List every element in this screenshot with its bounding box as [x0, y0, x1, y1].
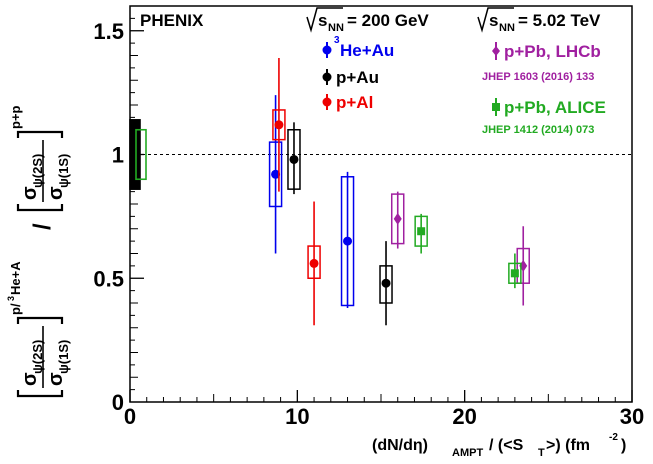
legend: 3 He+Au p+Au p+Al p+Pb, LHCb JHEP 1603 (…	[322, 35, 606, 136]
y-axis-label: σ ψ(2S) σ ψ(1S) p/ 3 He+A / σ ψ(2S) σ ψ(…	[6, 105, 71, 398]
ylabel-num-sub: ψ(2S)	[30, 340, 45, 374]
svg-text:): )	[621, 437, 626, 454]
plot-frame	[129, 5, 633, 403]
marker-circle	[343, 236, 353, 246]
ylabel-den-sigma: σ	[45, 372, 67, 386]
ylabel-divider: /	[29, 223, 56, 230]
marker-circle	[289, 154, 299, 164]
legend-he3au: 3 He+Au	[322, 35, 394, 60]
marker-diamond	[393, 212, 402, 225]
energy-lhc-label: s NN = 5.02 TeV	[477, 7, 601, 34]
data-point	[268, 95, 283, 254]
svg-text:3: 3	[334, 35, 340, 46]
x-tick-label: 0	[124, 404, 136, 429]
svg-text:p+Pb, LHCb: p+Pb, LHCb	[504, 42, 601, 61]
legend-lhcb: p+Pb, LHCb JHEP 1603 (2016) 133	[482, 42, 601, 83]
global-uncertainty-boxes	[129, 119, 147, 190]
svg-text:p+Pb, ALICE: p+Pb, ALICE	[504, 98, 606, 117]
svg-text:He+Au: He+Au	[340, 41, 394, 60]
svg-text:JHEP 1412 (2014) 073: JHEP 1412 (2014) 073	[482, 124, 594, 136]
svg-text:= 5.02 TeV: = 5.02 TeV	[518, 11, 601, 30]
svg-text:AMPT: AMPT	[452, 447, 483, 459]
svg-text:-2: -2	[609, 432, 618, 443]
global-uncertainty-box	[135, 128, 147, 181]
svg-text:>) (fm: >) (fm	[546, 437, 590, 454]
svg-text:s: s	[318, 11, 327, 30]
x-tick-label: 30	[620, 404, 644, 429]
y-tick-label: 1	[112, 143, 124, 168]
svg-text:T: T	[538, 447, 545, 459]
svg-text:(dN/dη): (dN/dη)	[372, 437, 428, 454]
marker-square	[510, 269, 519, 278]
experiment-label: PHENIX	[140, 11, 204, 30]
y-tick-label: 1.5	[93, 19, 124, 44]
y-tick-label: 0.5	[93, 266, 124, 291]
data-point	[340, 171, 355, 308]
svg-text:s: s	[489, 11, 498, 30]
global-uncertainty-box	[129, 119, 141, 190]
ylabel-pp-num-sub: ψ(2S)	[30, 154, 45, 188]
ylabel-pp-den-sub: ψ(1S)	[56, 154, 71, 188]
svg-text:= 200 GeV: = 200 GeV	[347, 11, 429, 30]
ylabel-pp-den-sigma: σ	[45, 186, 67, 200]
ylabel-sup-left-3: 3	[6, 296, 16, 301]
x-tick-label: 10	[285, 404, 309, 429]
marker-circle	[271, 169, 281, 179]
axes: 0 10 20 30 0.5 1 1.5 0	[93, 17, 644, 429]
data-point	[516, 226, 530, 306]
data-marks	[268, 57, 530, 326]
marker-circle	[274, 120, 284, 130]
data-point	[390, 191, 405, 249]
svg-text:p+Al: p+Al	[336, 93, 373, 112]
svg-text:NN: NN	[328, 22, 344, 34]
ylabel-sup-left-a: p/	[8, 303, 23, 315]
y-tick-label-zero: 0	[112, 390, 124, 415]
energy-rhic-label: s NN = 200 GeV	[306, 7, 429, 34]
ylabel-pp-num-sigma: σ	[19, 186, 41, 200]
ylabel-den-sub: ψ(1S)	[56, 340, 71, 374]
data-point	[307, 201, 321, 326]
legend-pau: p+Au	[322, 68, 379, 87]
ylabel-sup-right: p+p	[8, 105, 23, 129]
ylabel-ratio-pp: σ ψ(2S) σ ψ(1S) p+p	[8, 105, 71, 212]
svg-text:JHEP 1603 (2016) 133: JHEP 1603 (2016) 133	[482, 71, 594, 83]
data-point	[414, 213, 428, 254]
data-point	[508, 253, 522, 289]
ylabel-num-sigma: σ	[19, 372, 41, 386]
data-point	[272, 57, 286, 192]
marker-circle	[309, 258, 319, 268]
marker-circle	[381, 278, 391, 288]
data-point	[287, 122, 301, 195]
svg-text:/ (<S: / (<S	[489, 437, 524, 454]
legend-pal: p+Al	[322, 93, 373, 112]
ylabel-sup-left-end: He+A	[8, 261, 23, 295]
marker-square	[417, 227, 426, 236]
x-tick-label: 20	[452, 404, 476, 429]
svg-text:p+Au: p+Au	[336, 68, 379, 87]
ylabel-ratio-pa: σ ψ(2S) σ ψ(1S) p/ 3 He+A	[6, 261, 71, 398]
data-point	[379, 241, 393, 326]
svg-text:NN: NN	[499, 22, 515, 34]
legend-alice: p+Pb, ALICE JHEP 1412 (2014) 073	[482, 98, 606, 136]
x-axis-label: (dN/dη) AMPT / (<S T >) (fm -2 )	[372, 432, 626, 459]
